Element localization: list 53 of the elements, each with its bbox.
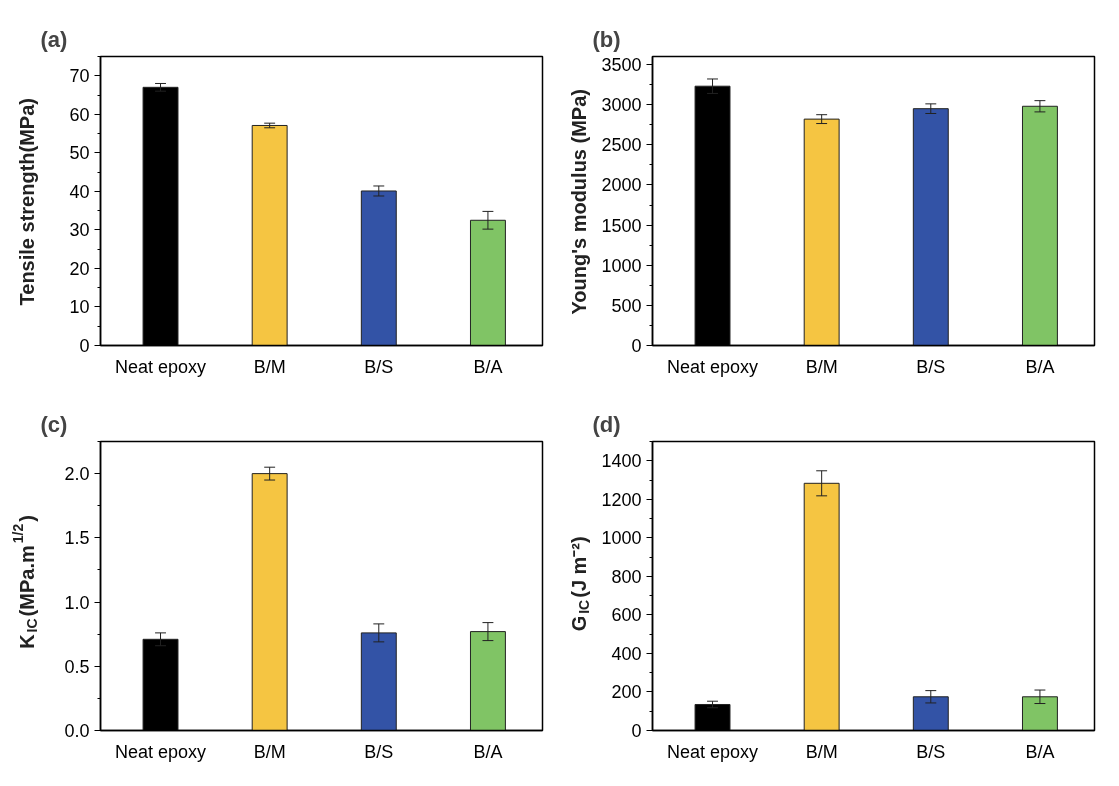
y-tick-label: 500 [611,295,642,316]
y-tick-label: 0 [631,336,642,356]
y-tick-label: 30 [69,220,90,241]
x-tick-label: B/A [1025,741,1055,762]
y-axis-title: Young's modulus (MPa) [567,89,590,315]
chart-title: (c) [40,411,68,437]
y-tick-label: 1200 [601,489,642,510]
y-tick-label: 10 [69,297,90,318]
y-tick-label: 0 [79,336,90,356]
y-tick-label: 2.0 [64,464,90,485]
y-tick-label: 40 [69,181,90,202]
x-tick-label: B/S [364,741,394,762]
y-tick-label: 0 [631,721,642,741]
y-tick-label: 60 [69,104,90,125]
x-tick-label: B/A [1025,356,1055,377]
y-tick-label: 0.0 [64,721,90,741]
y-axis-title: GIC(J m⁻²) [567,536,592,632]
x-tick-label: Neat epoxy [667,741,759,762]
x-tick-label: B/A [473,356,503,377]
x-tick-label: B/M [805,356,838,377]
x-tick-label: B/S [916,741,946,762]
y-tick-label: 600 [611,605,642,626]
y-tick-label: 1.0 [64,592,90,613]
x-tick-label: B/M [805,741,838,762]
x-tick-label: Neat epoxy [115,741,207,762]
chart-title: (a) [40,26,68,52]
y-tick-label: 50 [69,143,90,164]
chart-title: (d) [592,411,621,437]
x-tick-label: B/M [253,356,286,377]
y-tick-label: 200 [611,682,642,703]
y-tick-label: 1000 [601,528,642,549]
x-tick-label: B/S [364,356,394,377]
y-tick-label: 400 [611,643,642,664]
y-tick-label: 1000 [601,255,642,276]
y-axis-title: Tensile strength(MPa) [15,98,38,306]
x-tick-label: Neat epoxy [667,356,759,377]
y-tick-label: 3000 [601,95,642,116]
y-tick-label: 1500 [601,215,642,236]
y-axis-title: KIC(MPa.m1/2) [9,515,40,649]
x-tick-label: B/M [253,741,286,762]
y-tick-label: 70 [69,66,90,87]
y-tick-label: 20 [69,258,90,279]
y-tick-label: 2000 [601,175,642,196]
x-tick-label: B/A [473,741,503,762]
y-tick-label: 1400 [601,451,642,472]
chart-title: (b) [592,26,621,52]
x-tick-label: Neat epoxy [115,356,207,377]
x-tick-label: B/S [916,356,946,377]
y-tick-label: 0.5 [64,656,90,677]
y-tick-label: 2500 [601,135,642,156]
y-tick-label: 800 [611,566,642,587]
y-tick-label: 3500 [601,55,642,76]
y-tick-label: 1.5 [64,528,90,549]
